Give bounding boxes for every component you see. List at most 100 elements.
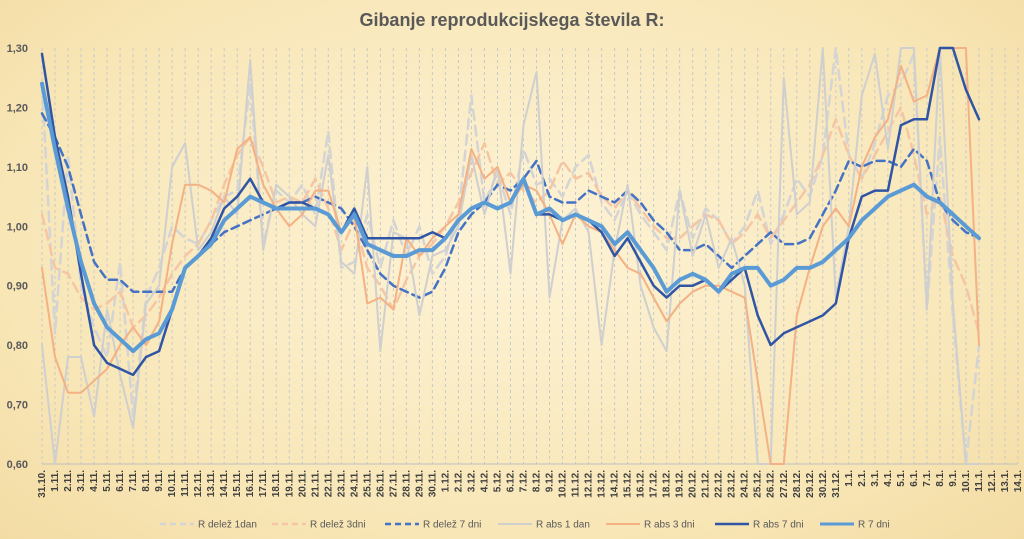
legend-label: R delež 7 dni xyxy=(423,520,481,531)
y-tick-label: 1,20 xyxy=(7,102,28,114)
x-tick-label: 6.1. xyxy=(909,470,920,487)
x-tick-label: 13.1. xyxy=(1000,470,1011,492)
x-tick-label: 11.1. xyxy=(974,470,985,492)
y-tick-label: 0,70 xyxy=(7,400,28,412)
x-tick-label: 8.1. xyxy=(935,470,946,487)
x-tick-label: 7.1. xyxy=(922,470,933,487)
x-tick-label: 1.12. xyxy=(440,470,451,492)
x-tick-label: 5.1. xyxy=(896,470,907,487)
x-tick-label: 14.1. xyxy=(1013,470,1024,492)
legend-label: R abs 7 dni xyxy=(753,520,804,531)
x-tick-label: 4.12. xyxy=(479,470,490,492)
x-tick-label: 6.11. xyxy=(115,470,126,492)
x-tick-label: 14.11. xyxy=(219,470,230,497)
x-tick-label: 11.12. xyxy=(571,470,582,497)
x-tick-label: 28.12. xyxy=(792,470,803,498)
x-tick-label: 15.11. xyxy=(232,470,243,497)
y-tick-label: 0,80 xyxy=(7,340,28,352)
series-lines xyxy=(40,46,981,466)
x-tick-label: 26.12. xyxy=(766,470,777,498)
x-tick-label: 19.11. xyxy=(284,470,295,497)
x-tick-label: 2.1. xyxy=(857,470,868,487)
x-tick-label: 13.12. xyxy=(597,470,608,498)
legend-label: R delež 1dan xyxy=(198,520,257,531)
x-tick-label: 14.12. xyxy=(610,470,621,498)
y-tick-label: 1,30 xyxy=(7,43,28,55)
x-tick-label: 25.12. xyxy=(753,470,764,498)
x-axis: 31.10. 1.11. 2.11. 3.11. 4.11. 5.11. 6.11. 7.11… xyxy=(37,470,1024,498)
x-tick-label: 23.12. xyxy=(727,470,738,498)
x-tick-label: 20.11. xyxy=(297,470,308,497)
x-tick-label: 31.10. xyxy=(37,470,48,498)
x-tick-label: 17.12. xyxy=(649,470,660,498)
x-tick-label: 12.11. xyxy=(193,470,204,497)
chart-title: Gibanje reprodukcijskega števila R: xyxy=(359,10,665,30)
x-tick-label: 11.11. xyxy=(180,470,191,497)
x-tick-label: 10.1. xyxy=(961,470,972,492)
x-tick-label: 29.12. xyxy=(805,470,816,498)
x-tick-label: 3.1. xyxy=(870,470,881,487)
y-axis: 0,60 0,70 0,80 0,90 1,00 1,10 1,20 1,30 xyxy=(7,43,28,471)
x-tick-label: 10.11. xyxy=(167,470,178,497)
x-tick-label: 18.12. xyxy=(662,470,673,498)
x-tick-label: 2.12. xyxy=(453,470,464,492)
y-tick-label: 1,10 xyxy=(7,162,28,174)
x-tick-label: 18.11. xyxy=(271,470,282,497)
x-tick-label: 20.12. xyxy=(688,470,699,498)
y-tick-label: 1,00 xyxy=(7,221,28,233)
x-tick-label: 23.11. xyxy=(336,470,347,497)
x-tick-label: 15.12. xyxy=(623,470,634,498)
x-tick-label: 22.11. xyxy=(323,470,334,497)
x-tick-label: 9.12. xyxy=(545,470,556,492)
x-tick-label: 6.12. xyxy=(505,470,516,492)
x-tick-label: 10.12. xyxy=(558,470,569,498)
x-tick-label: 8.12. xyxy=(532,470,543,492)
legend-label: R 7 dni xyxy=(858,520,890,531)
x-tick-label: 1.11. xyxy=(50,470,61,492)
x-tick-label: 3.12. xyxy=(466,470,477,492)
x-tick-label: 17.11. xyxy=(258,470,269,497)
x-tick-label: 3.11. xyxy=(76,470,87,492)
x-tick-label: 1.1. xyxy=(844,470,855,487)
x-tick-label: 12.12. xyxy=(584,470,595,498)
x-tick-label: 21.11. xyxy=(310,470,321,497)
x-tick-label: 4.11. xyxy=(89,470,100,492)
x-tick-label: 4.1. xyxy=(883,470,894,487)
legend-label: R abs 1 dan xyxy=(536,520,590,531)
x-tick-label: 29.11. xyxy=(414,470,425,497)
series-line-2 xyxy=(40,106,981,335)
x-tick-label: 28.11. xyxy=(401,470,412,497)
x-tick-label: 30.11. xyxy=(427,470,438,497)
x-tick-label: 27.12. xyxy=(779,470,790,498)
x-tick-label: 30.12. xyxy=(818,470,829,498)
x-tick-label: 13.11. xyxy=(206,470,217,497)
legend: R delež 1dan R delež 3dni R delež 7 dni R a… xyxy=(160,520,890,531)
series-line-4 xyxy=(41,47,980,465)
x-tick-label: 24.12. xyxy=(740,470,751,498)
x-tick-label: 7.11. xyxy=(128,470,139,492)
x-tick-label: 7.12. xyxy=(518,470,529,492)
gridlines xyxy=(41,48,1019,465)
x-tick-label: 27.11. xyxy=(388,470,399,497)
y-tick-label: 0,90 xyxy=(7,281,28,293)
x-tick-label: 9.11. xyxy=(154,470,165,492)
x-tick-label: 9.1. xyxy=(948,470,959,487)
x-tick-label: 5.11. xyxy=(102,470,113,492)
x-tick-label: 12.1. xyxy=(987,470,998,492)
x-tick-label: 2.11. xyxy=(63,470,74,492)
x-tick-label: 24.11. xyxy=(349,470,360,497)
legend-label: R abs 3 dni xyxy=(644,520,695,531)
series-line-7 xyxy=(40,81,981,354)
x-tick-label: 21.12. xyxy=(701,470,712,498)
x-tick-label: 26.11. xyxy=(375,470,386,497)
x-tick-label: 5.12. xyxy=(492,470,503,492)
legend-label: R delež 3dni xyxy=(310,520,366,531)
x-tick-label: 31.12. xyxy=(831,470,842,498)
x-tick-label: 8.11. xyxy=(141,470,152,492)
x-tick-label: 16.12. xyxy=(636,470,647,498)
y-tick-label: 0,60 xyxy=(7,459,28,471)
x-tick-label: 25.11. xyxy=(362,470,373,497)
x-tick-label: 19.12. xyxy=(675,470,686,498)
x-tick-label: 22.12. xyxy=(714,470,725,498)
